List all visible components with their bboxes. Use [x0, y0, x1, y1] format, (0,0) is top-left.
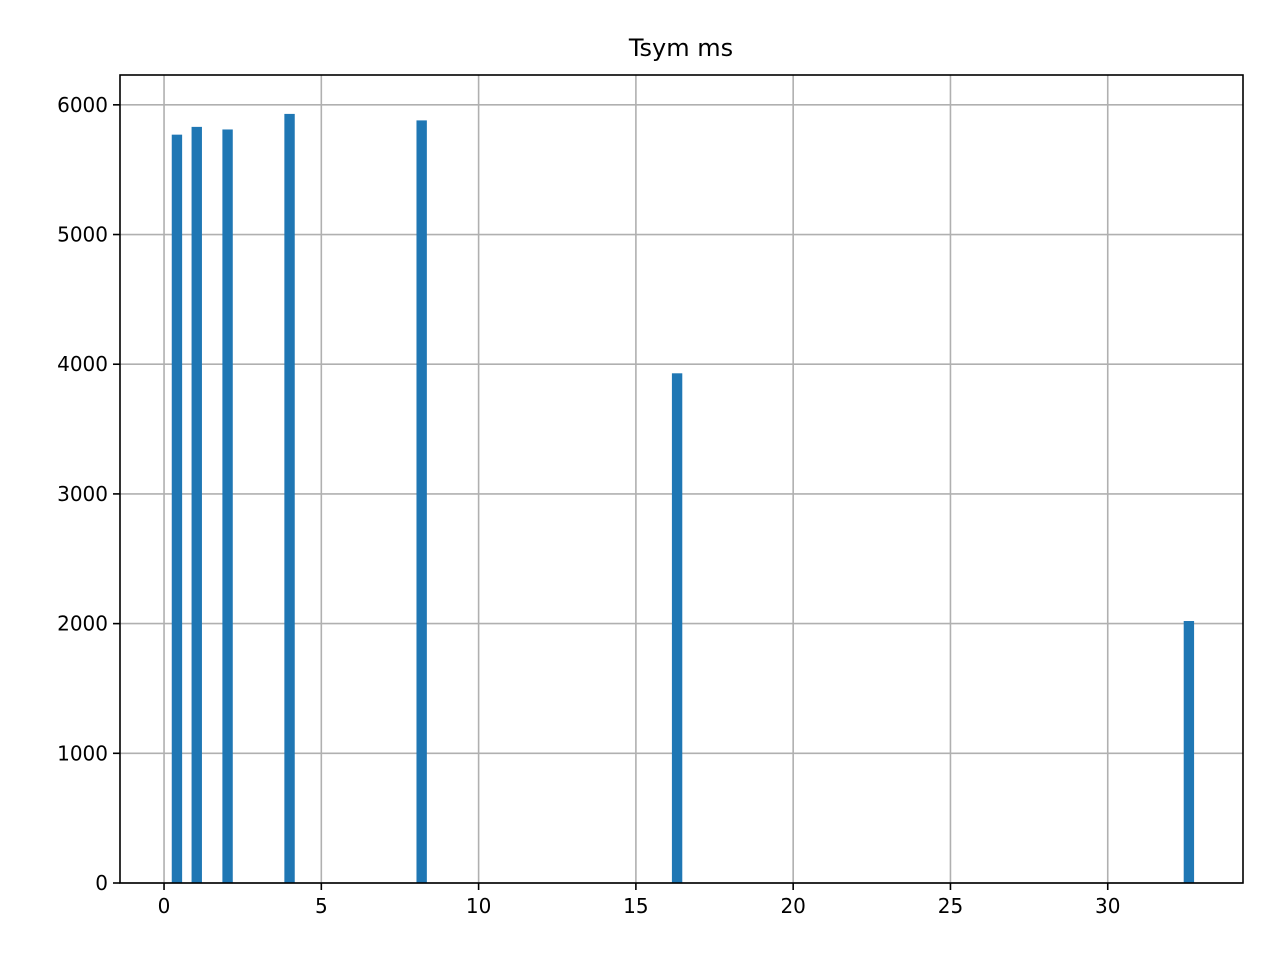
y-tick-label: 3000	[57, 482, 108, 506]
x-tick-label: 5	[315, 894, 328, 918]
histogram-bar	[222, 129, 233, 883]
grid-lines	[120, 75, 1243, 884]
x-tick-label: 20	[780, 894, 805, 918]
y-tick-label: 2000	[57, 612, 108, 636]
histogram-bar	[416, 120, 427, 884]
y-tick-label: 4000	[57, 352, 108, 376]
histogram-bar	[671, 373, 683, 883]
x-tick-label: 30	[1095, 894, 1120, 918]
bar-series	[171, 113, 1195, 884]
y-tick-label: 6000	[57, 93, 108, 117]
axis-ticks	[113, 104, 1109, 890]
y-tick-label: 5000	[57, 223, 108, 247]
x-tick-label: 0	[158, 894, 171, 918]
x-tick-label: 25	[938, 894, 963, 918]
x-tick-label: 15	[623, 894, 648, 918]
x-tick-label: 10	[466, 894, 491, 918]
y-tick-label: 1000	[57, 741, 108, 765]
histogram-bar	[191, 126, 202, 884]
y-tick-label: 0	[95, 871, 108, 895]
y-tick-labels: 0 1000 2000 3000 4000 5000 6000	[57, 93, 108, 895]
axes-frame	[119, 74, 1244, 884]
histogram-bar	[1183, 621, 1195, 883]
x-tick-labels: 0 5 10 15 20 25 30	[158, 894, 1121, 918]
chart-title: Tsym ms	[628, 34, 733, 62]
histogram-bar	[171, 134, 183, 883]
histogram-bar	[284, 113, 295, 883]
